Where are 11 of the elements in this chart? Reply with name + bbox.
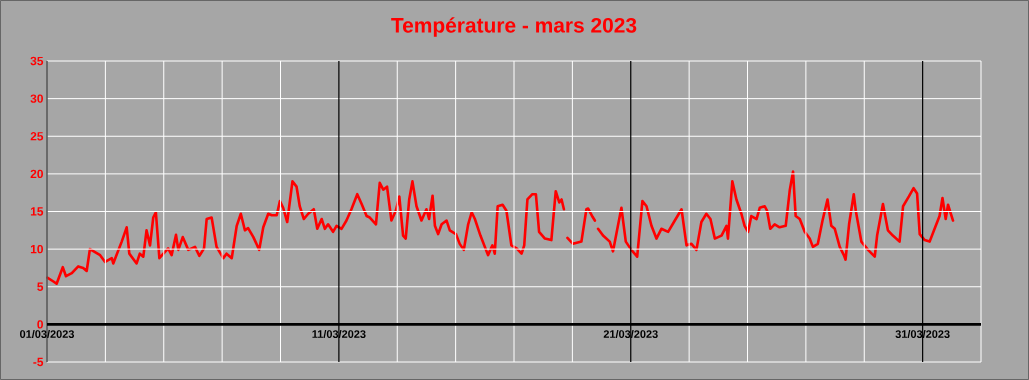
y-tick-label: 5 [37,282,44,291]
chart-title: Température - mars 2023 [391,17,637,37]
y-tick-label: 15 [30,207,44,216]
x-tick-label: 01/03/2023 [20,329,75,339]
y-tick-label: 20 [30,169,43,179]
y-tick-label: 10 [30,244,43,254]
y-tick-label: 0 [37,320,43,329]
y-tick-label: 25 [30,132,44,141]
y-tick-label: -5 [33,357,44,367]
y-tick-label: 30 [30,94,43,103]
y-tick-label: 35 [30,56,44,66]
